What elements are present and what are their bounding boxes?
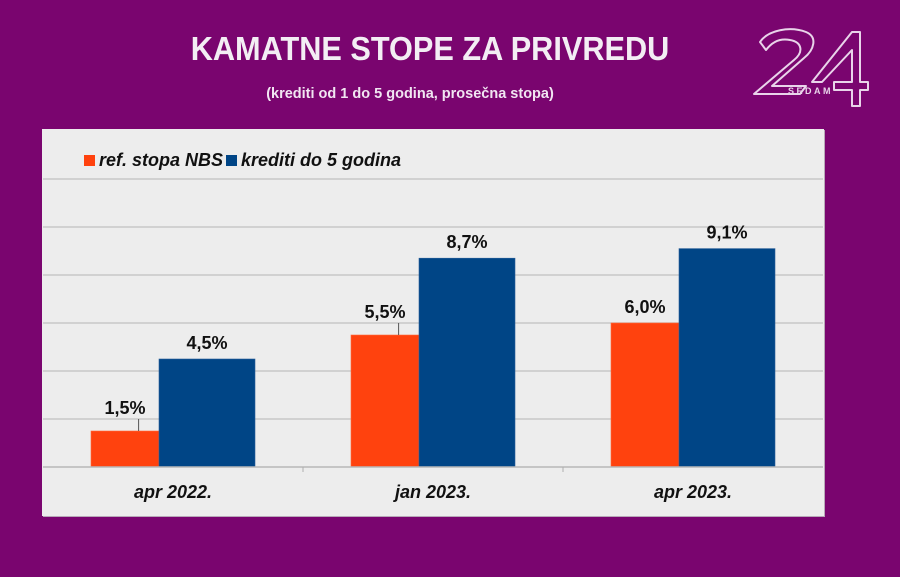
x-axis: apr 2022. jan 2023. apr 2023. (43, 466, 823, 502)
bars (90, 248, 776, 468)
chart-panel: 1,5% 4,5% 5,5% 8,7% 6,0% 9,1% apr 2022. jan 20… (42, 129, 824, 516)
logo-digit-4 (811, 31, 869, 107)
logo-digit-2 (753, 28, 815, 95)
bar-credit (418, 257, 516, 468)
bar-ref (90, 430, 160, 468)
data-labels: 1,5% 4,5% 5,5% 8,7% 6,0% 9,1% (104, 223, 748, 431)
bar-ref (350, 334, 420, 468)
data-label: 9,1% (706, 223, 747, 243)
legend-item-ref: ref. stopa NBS (84, 150, 223, 171)
legend-item-credit: krediti do 5 godina (226, 150, 401, 171)
x-tick-label: jan 2023. (393, 482, 471, 502)
legend-label-ref: ref. stopa NBS (99, 149, 224, 170)
logo-text: SEDAM (788, 86, 833, 96)
bar-credit (158, 358, 256, 468)
legend: ref. stopa NBS krediti do 5 godina (84, 150, 404, 170)
chart-title: KAMATNE STOPE ZA PRIVREDU (190, 30, 670, 67)
bar-chart: 1,5% 4,5% 5,5% 8,7% 6,0% 9,1% apr 2022. jan 20… (43, 178, 823, 502)
x-tick-label: apr 2023. (654, 482, 732, 502)
data-label: 5,5% (364, 302, 405, 322)
legend-swatch-ref (84, 154, 95, 166)
bar-ref (610, 322, 680, 468)
data-label: 4,5% (186, 333, 227, 353)
data-label: 6,0% (624, 297, 665, 317)
data-label: 1,5% (104, 398, 145, 418)
data-label: 8,7% (446, 232, 487, 252)
chart-subtitle: (krediti od 1 do 5 godina, prosečna stop… (266, 86, 554, 102)
x-tick-label: apr 2022. (134, 482, 212, 502)
bar-credit (678, 248, 776, 468)
sedam24-logo: SEDAM (753, 28, 869, 107)
legend-label-credit: krediti do 5 godina (241, 149, 402, 170)
legend-swatch-credit (226, 154, 238, 166)
